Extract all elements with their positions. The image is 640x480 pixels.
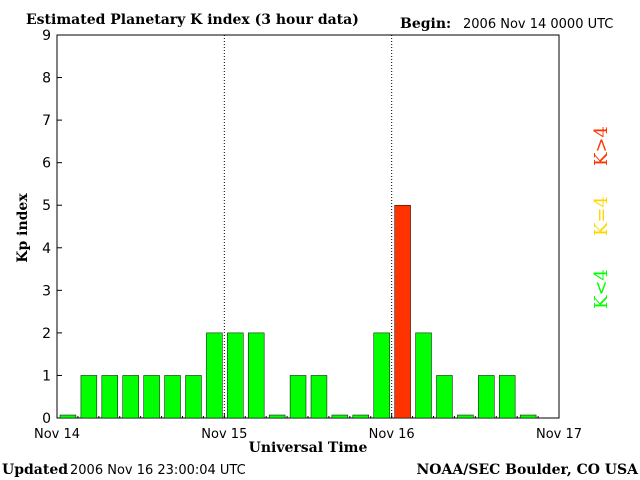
legend-k-equal: K=4 bbox=[591, 196, 612, 236]
kp-bar bbox=[227, 332, 244, 419]
legend-k-high: K>4 bbox=[591, 126, 612, 166]
y-tick-label: 1 bbox=[42, 368, 51, 384]
kp-bar bbox=[331, 414, 349, 419]
kp-bar bbox=[478, 375, 495, 419]
begin-value: 2006 Nov 14 0000 UTC bbox=[463, 17, 613, 32]
source-credit: NOAA/SEC Boulder, CO USA bbox=[417, 462, 640, 478]
kp-bar bbox=[143, 375, 160, 419]
kp-bar bbox=[248, 332, 265, 419]
kp-bar bbox=[101, 375, 119, 419]
plot-area: 0 1 2 3 4 5 6 7 8 9 Nov 14 Nov 15 Nov 16 Nov 17 bbox=[34, 28, 582, 442]
updated-label: Updated bbox=[2, 462, 68, 478]
kp-bar bbox=[352, 414, 370, 419]
kp-bar bbox=[80, 375, 98, 419]
x-tick-label: Nov 16 bbox=[369, 427, 415, 442]
y-tick-label: 6 bbox=[42, 156, 51, 172]
y-tick-label: 9 bbox=[42, 28, 51, 44]
kp-bar bbox=[268, 414, 286, 419]
kp-bar bbox=[289, 375, 307, 419]
begin-label: Begin: bbox=[400, 16, 451, 32]
kp-bar bbox=[415, 332, 432, 419]
kp-bar bbox=[206, 332, 223, 419]
kp-bar bbox=[59, 414, 77, 419]
kp-bar bbox=[519, 414, 537, 419]
x-tick-label: Nov 17 bbox=[536, 427, 582, 442]
kp-bar bbox=[499, 375, 516, 419]
updated-value: 2006 Nov 16 23:00:04 UTC bbox=[70, 463, 246, 478]
x-axis-label: Universal Time bbox=[249, 440, 368, 456]
kp-bar bbox=[185, 375, 202, 419]
kp-bar bbox=[373, 332, 390, 419]
y-tick-label: 2 bbox=[42, 326, 51, 342]
kp-bar bbox=[164, 375, 181, 419]
plot-frame bbox=[56, 34, 560, 419]
y-tick-label: 0 bbox=[42, 411, 51, 427]
x-tick-label: Nov 14 bbox=[34, 427, 80, 442]
kp-bar bbox=[436, 375, 453, 419]
y-tick-label: 4 bbox=[42, 241, 51, 257]
y-tick-label: 3 bbox=[42, 283, 51, 299]
y-tick-label: 7 bbox=[42, 113, 51, 129]
x-tick-label: Nov 15 bbox=[201, 427, 247, 442]
kp-bar bbox=[310, 375, 328, 419]
y-tick-label: 5 bbox=[42, 198, 51, 214]
y-tick-label: 8 bbox=[42, 71, 51, 87]
kp-bar bbox=[457, 414, 474, 419]
y-axis-label: Kp index bbox=[15, 193, 31, 263]
chart-title: Estimated Planetary K index (3 hour data… bbox=[26, 12, 359, 28]
legend-k-low: K<4 bbox=[591, 269, 612, 309]
kp-bar bbox=[122, 375, 139, 419]
kp-bar bbox=[394, 204, 411, 419]
